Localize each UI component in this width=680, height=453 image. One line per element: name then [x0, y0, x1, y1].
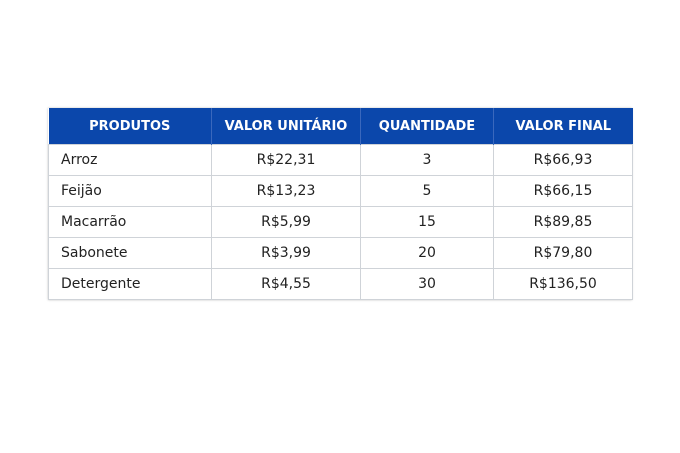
table-row: Sabonete R$3,99 20 R$79,80 — [48, 237, 633, 269]
table-cell: R$66,15 — [493, 175, 633, 207]
table-cell: R$66,93 — [493, 144, 633, 176]
table-cell: R$79,80 — [493, 237, 633, 269]
table-cell: Arroz — [48, 144, 212, 176]
table-cell: 3 — [360, 144, 494, 176]
table-cell: R$89,85 — [493, 206, 633, 238]
table-cell: Detergente — [48, 268, 212, 300]
header-row: PRODUTOS VALOR UNITÁRIO QUANTIDADE VALOR FI… — [48, 108, 633, 145]
table-cell: Sabonete — [48, 237, 212, 269]
table-cell: R$4,55 — [211, 268, 361, 300]
header-cell: VALOR FINAL — [493, 108, 633, 145]
table-row: Macarrão R$5,99 15 R$89,85 — [48, 206, 633, 238]
table-cell: Macarrão — [48, 206, 212, 238]
table-container: PRODUTOS VALOR UNITÁRIO QUANTIDADE VALOR FI… — [48, 108, 633, 300]
table-cell: 20 — [360, 237, 494, 269]
table-cell: 30 — [360, 268, 494, 300]
table-cell: R$3,99 — [211, 237, 361, 269]
header-cell: PRODUTOS — [48, 108, 212, 145]
price-table: PRODUTOS VALOR UNITÁRIO QUANTIDADE VALOR FI… — [48, 108, 633, 300]
table-cell: 15 — [360, 206, 494, 238]
table-cell: R$13,23 — [211, 175, 361, 207]
table-cell: Feijão — [48, 175, 212, 207]
table-row: Arroz R$22,31 3 R$66,93 — [48, 144, 633, 176]
table-row: Feijão R$13,23 5 R$66,15 — [48, 175, 633, 207]
table-cell: R$5,99 — [211, 206, 361, 238]
table-cell: R$22,31 — [211, 144, 361, 176]
header-cell: VALOR UNITÁRIO — [211, 108, 361, 145]
table-row: Detergente R$4,55 30 R$136,50 — [48, 268, 633, 300]
table-cell: 5 — [360, 175, 494, 207]
header-cell: QUANTIDADE — [360, 108, 494, 145]
table-cell: R$136,50 — [493, 268, 633, 300]
